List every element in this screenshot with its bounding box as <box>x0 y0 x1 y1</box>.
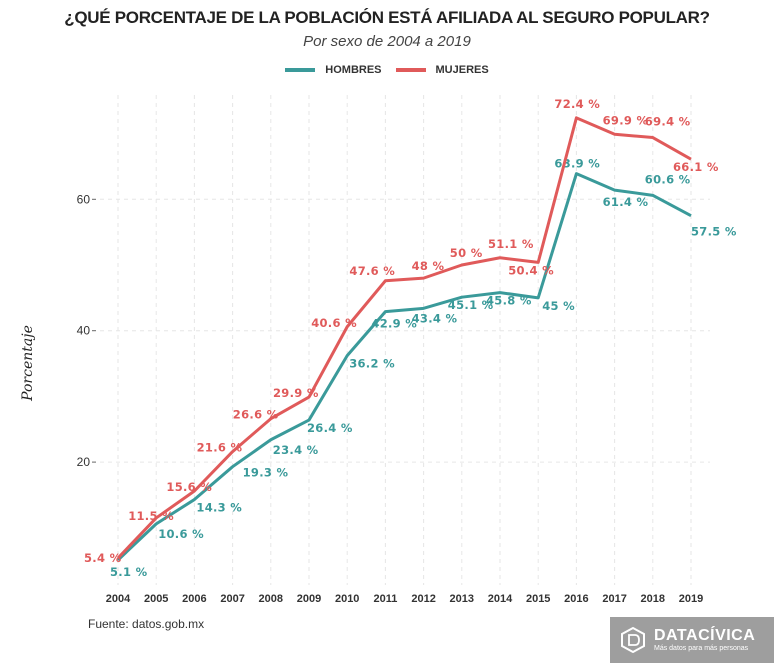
x-tick-label: 2006 <box>182 593 206 605</box>
legend-swatch-mujeres <box>395 68 426 72</box>
legend: HOMBRES MUJERES <box>0 64 774 76</box>
legend-label-hombres: HOMBRES <box>325 64 382 76</box>
data-label-mujeres: 51.1 % <box>488 237 534 251</box>
x-tick-label: 2014 <box>488 593 513 605</box>
data-label-hombres: 61.4 % <box>603 195 649 209</box>
data-label-mujeres: 5.4 % <box>84 551 122 565</box>
data-label-mujeres: 72.4 % <box>554 97 600 111</box>
chart-title: ¿QUÉ PORCENTAJE DE LA POBLACIÓN ESTÁ AFI… <box>64 8 710 27</box>
x-tick-label: 2007 <box>220 593 244 605</box>
data-label-mujeres: 50 % <box>450 246 483 260</box>
data-label-mujeres: 48 % <box>412 259 445 273</box>
x-tick-label: 2011 <box>373 593 397 605</box>
y-tick-label: 40 <box>77 324 91 338</box>
data-label-mujeres: 15.6 % <box>166 480 212 494</box>
data-label-mujeres: 11.5 % <box>128 509 174 523</box>
data-label-hombres: 45 % <box>542 299 575 313</box>
y-tick-label: 20 <box>77 455 91 469</box>
x-tick-label: 2010 <box>335 593 359 605</box>
y-tick-label: 60 <box>77 192 91 206</box>
data-label-mujeres: 40.6 % <box>311 316 357 330</box>
datacivica-hexagon-icon <box>621 627 645 653</box>
x-tick-label: 2004 <box>106 593 131 605</box>
data-label-hombres: 19.3 % <box>243 466 289 480</box>
series-line-mujeres <box>116 116 692 560</box>
x-tick-label: 2005 <box>144 593 168 605</box>
x-tick-label: 2016 <box>564 593 588 605</box>
logo-name: DATACÍVICA <box>654 626 756 644</box>
data-label-mujeres: 66.1 % <box>673 160 719 174</box>
x-tick-label: 2013 <box>450 593 474 605</box>
chart-subtitle: Por sexo de 2004 a 2019 <box>303 33 471 50</box>
x-tick-label: 2018 <box>641 593 665 605</box>
legend-label-mujeres: MUJERES <box>435 64 489 76</box>
legend-item-hombres: HOMBRES <box>285 64 382 76</box>
data-label-hombres: 10.6 % <box>158 527 204 541</box>
data-label-mujeres: 29.9 % <box>273 386 319 400</box>
x-tick-label: 2012 <box>411 593 435 605</box>
legend-swatch-hombres <box>285 68 316 72</box>
x-tick-label: 2017 <box>602 593 626 605</box>
data-label-hombres: 43.4 % <box>412 311 458 325</box>
x-tick-label: 2008 <box>259 593 283 605</box>
data-label-hombres: 26.4 % <box>307 421 353 435</box>
data-label-mujeres: 69.9 % <box>603 113 649 127</box>
data-label-hombres: 36.2 % <box>349 357 395 371</box>
data-label-mujeres: 26.6 % <box>233 408 279 422</box>
data-label-hombres: 14.3 % <box>196 501 242 515</box>
data-label-hombres: 63.9 % <box>554 157 600 171</box>
datacivica-logo: DATACÍVICA Más datos para más personas <box>610 617 774 663</box>
data-label-mujeres: 21.6 % <box>197 441 243 455</box>
series-line-hombres <box>116 172 692 562</box>
data-label-hombres: 60.6 % <box>645 172 691 186</box>
logo-tagline: Más datos para más personas <box>654 644 749 652</box>
x-tick-label: 2015 <box>526 593 550 605</box>
x-tick-label: 2009 <box>297 593 321 605</box>
data-label-hombres: 23.4 % <box>273 443 319 457</box>
data-label-hombres: 45.8 % <box>486 294 532 308</box>
data-label-hombres: 42.9 % <box>371 317 417 331</box>
data-label-hombres: 45.1 % <box>448 298 494 312</box>
data-label-mujeres: 69.4 % <box>645 115 691 129</box>
x-tick-label: 2019 <box>679 593 703 605</box>
legend-item-mujeres: MUJERES <box>395 64 489 76</box>
data-label-mujeres: 47.6 % <box>349 264 395 278</box>
data-label-hombres: 57.5 % <box>691 225 737 239</box>
data-label-hombres: 5.1 % <box>110 565 148 579</box>
source-note: Fuente: datos.gob.mx <box>88 617 205 631</box>
data-label-mujeres: 50.4 % <box>508 263 554 277</box>
